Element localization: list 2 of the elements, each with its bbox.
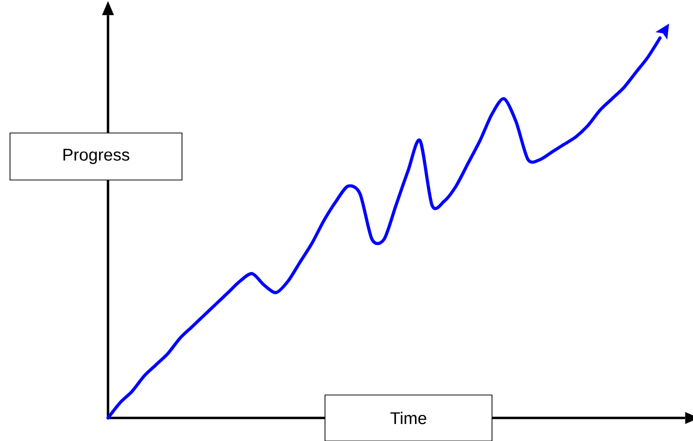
x-axis-title: Time xyxy=(390,412,426,424)
y-axis-title: Progress xyxy=(64,148,130,164)
